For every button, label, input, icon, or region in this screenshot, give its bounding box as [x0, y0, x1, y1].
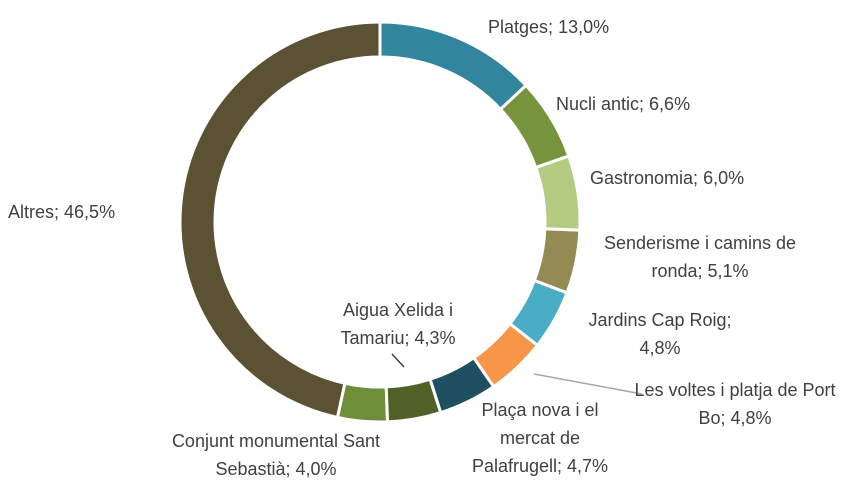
category-name: Gastronomia [590, 168, 694, 188]
value-label: 13,0% [548, 17, 609, 37]
data-label: Altres46,5% [8, 198, 168, 226]
category-name: Plaça nova i el mercat de Palafrugell [471, 400, 599, 476]
donut-segment [384, 377, 443, 424]
donut-segment [428, 355, 496, 415]
category-name: Senderisme i camins de ronda [603, 233, 797, 281]
value-label: 5,1% [698, 261, 749, 281]
value-label: 4,3% [404, 328, 455, 348]
category-name: Aigua Xelida i Tamariu [340, 300, 454, 348]
data-label: Les voltes i platja de Port Bo4,8% [630, 376, 840, 432]
data-label: Conjunt monumental Sant Sebastià4,0% [166, 427, 386, 483]
donut-segment [378, 20, 529, 112]
value-label: 4,7% [557, 456, 608, 476]
donut-segment [498, 83, 571, 170]
data-label: Jardins Cap Roig4,8% [570, 306, 750, 362]
value-label: 6,0% [693, 168, 744, 188]
leader-line [391, 353, 405, 368]
data-label: Aigua Xelida i Tamariu4,3% [318, 296, 478, 352]
value-label: 6,6% [639, 94, 690, 114]
donut-segment [178, 20, 382, 420]
value-label: 4,8% [720, 408, 771, 428]
donut-segment [335, 381, 390, 424]
category-name: Conjunt monumental Sant Sebastià [171, 431, 381, 479]
category-name: Les voltes i platja de Port Bo [634, 380, 836, 428]
data-label: Senderisme i camins de ronda5,1% [585, 229, 815, 285]
category-name: Jardins Cap Roig [588, 310, 727, 330]
leader-line [533, 373, 643, 395]
category-name: Nucli antic [556, 94, 640, 114]
data-label: Platges13,0% [488, 13, 648, 41]
value-label: 4,0% [286, 459, 337, 479]
donut-segment [507, 278, 569, 348]
value-label: 46,5% [54, 202, 115, 222]
data-label: Nucli antic6,6% [556, 90, 726, 118]
donut-segment [532, 227, 582, 295]
category-name: Altres [8, 202, 55, 222]
data-label: Gastronomia6,0% [590, 164, 790, 192]
donut-segment [533, 153, 582, 232]
category-name: Platges [488, 17, 549, 37]
data-label: Plaça nova i el mercat de Palafrugell4,7… [460, 396, 620, 480]
donut-segment [471, 321, 540, 389]
